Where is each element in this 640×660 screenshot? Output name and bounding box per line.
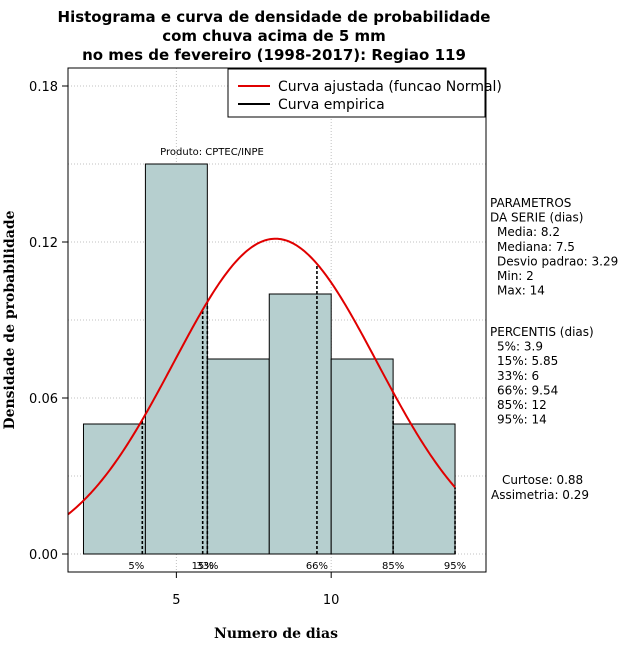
legend-box <box>227 68 486 118</box>
percentile-labels: 5% 15%33% 66% 85% 95% <box>128 561 466 572</box>
percentil-line-3: 15%: 5.85 <box>497 354 558 368</box>
title-line-1: Histograma e curva de densidade de proba… <box>58 8 491 26</box>
title-line-3: no mes de fevereiro (1998-2017): Regiao … <box>82 46 466 64</box>
x-tick-label-2: 10 <box>323 593 340 608</box>
histogram-bars <box>82 163 456 555</box>
x-axis-label: Numero de dias <box>214 626 338 642</box>
percentil-line-4: 33%: 6 <box>497 369 539 383</box>
normal-curve <box>67 237 456 516</box>
chart-title: Histograma e curva de densidade de proba… <box>58 8 491 64</box>
y-tick-label-3: 0.12 <box>29 236 58 251</box>
histogram-bar-4 <box>268 293 332 555</box>
stat-line-1: Curtose: 0.88 <box>502 473 583 487</box>
plot-frame <box>67 67 487 573</box>
percentile-label-1: 5% <box>128 561 144 572</box>
histogram-bar-3 <box>206 358 270 555</box>
title-line-2: com chuva acima de 5 mm <box>162 27 386 45</box>
histogram-bar-5 <box>330 358 394 555</box>
y-axis-label: Densidade de probabilidade <box>2 210 18 429</box>
percentile-label-4: 66% <box>306 561 328 572</box>
legend: Curva ajustada (funcao Normal) Curva empi… <box>227 68 502 118</box>
param-line-4: Mediana: 7.5 <box>497 240 575 254</box>
percentile-label-5: 85% <box>382 561 404 572</box>
percentile-label-2: 15% <box>192 561 214 572</box>
percentile-lines <box>141 263 456 554</box>
percentil-line-2: 5%: 3.9 <box>497 340 543 354</box>
percentil-line-5: 66%: 9.54 <box>497 383 558 397</box>
legend-label-1: Curva ajustada (funcao Normal) <box>278 79 502 95</box>
param-line-6: Min: 2 <box>497 269 534 283</box>
product-annotation: Produto: CPTEC/INPE <box>160 147 264 158</box>
param-line-2: DA SERIE (dias) <box>490 211 583 225</box>
y-tick-label-1: 0.00 <box>29 548 58 563</box>
percentile-label-3: 33% <box>196 561 218 572</box>
y-tick-label-2: 0.06 <box>29 392 58 407</box>
x-tick-label-1: 5 <box>172 593 180 608</box>
histogram-bar-1 <box>82 423 146 555</box>
param-line-5: Desvio padrao: 3.29 <box>497 254 618 268</box>
legend-label-2: Curva empirica <box>278 97 385 113</box>
y-tick-label-4: 0.18 <box>29 80 58 95</box>
percentil-line-6: 85%: 12 <box>497 398 547 412</box>
axes: 0.00 0.06 0.12 0.18 5 10 <box>29 80 339 608</box>
percentile-label-6: 95% <box>444 561 466 572</box>
param-line-1: PARAMETROS <box>490 196 571 210</box>
param-line-7: Max: 14 <box>497 284 545 298</box>
percentil-line-1: PERCENTIS (dias) <box>490 325 594 339</box>
param-line-3: Media: 8.2 <box>497 225 560 239</box>
percentil-line-7: 95%: 14 <box>497 413 547 427</box>
stat-line-2: Assimetria: 0.29 <box>491 488 589 502</box>
normal-curve-group <box>67 237 456 516</box>
